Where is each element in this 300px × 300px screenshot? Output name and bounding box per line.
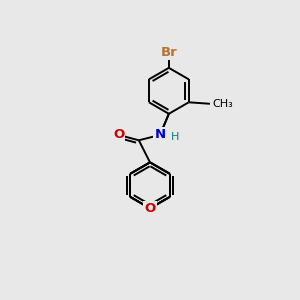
Text: Br: Br <box>160 46 177 59</box>
Text: CH₃: CH₃ <box>212 99 233 109</box>
Text: O: O <box>144 202 156 215</box>
Text: N: N <box>154 128 166 142</box>
Text: O: O <box>113 128 124 142</box>
Text: H: H <box>171 132 180 142</box>
